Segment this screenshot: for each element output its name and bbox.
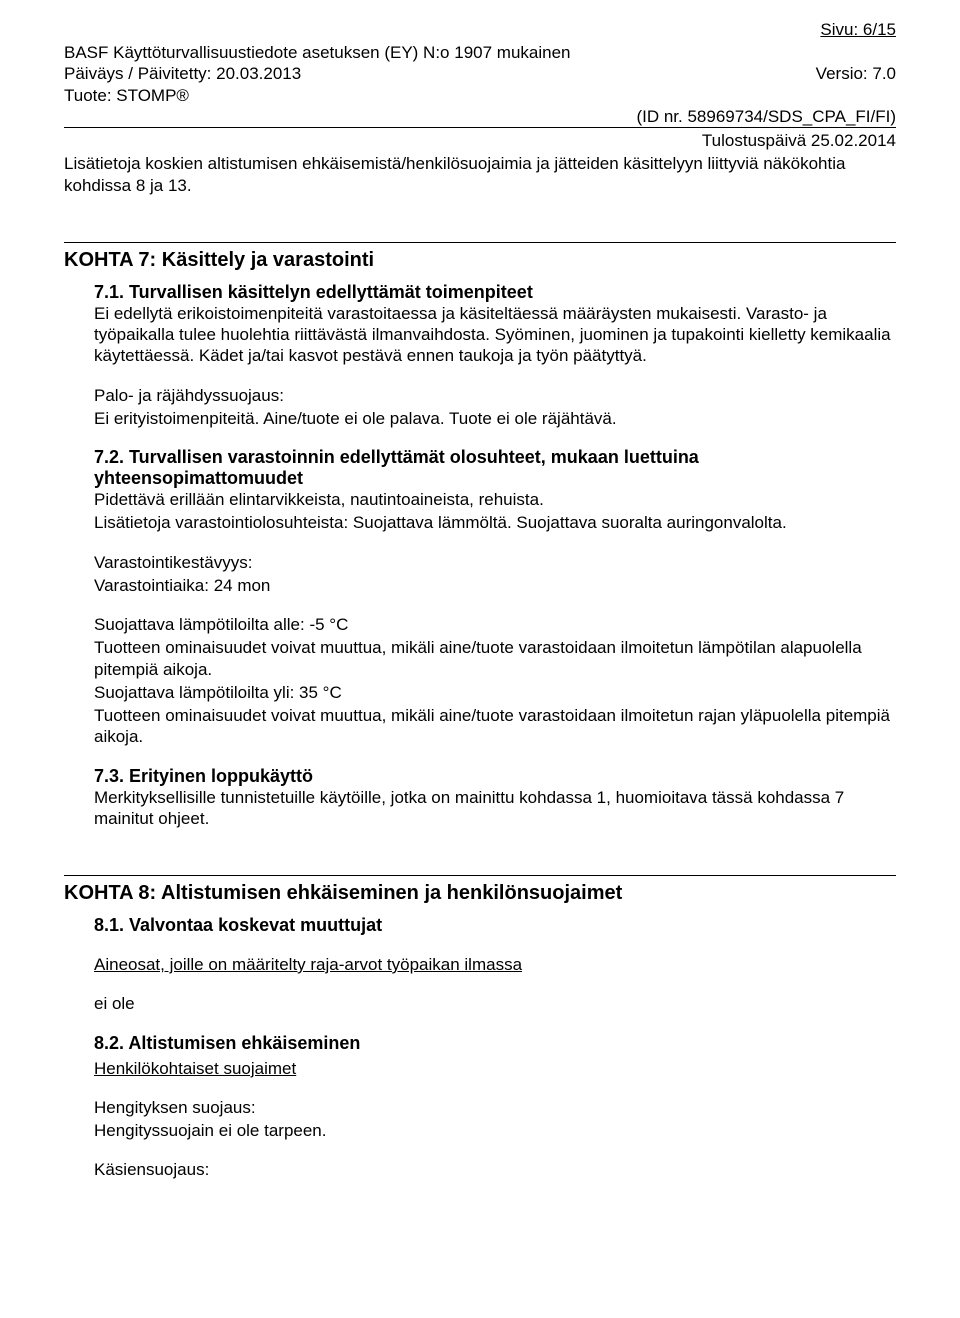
section-8-title: KOHTA 8: Altistumisen ehkäiseminen ja he… — [64, 882, 896, 905]
document-header: BASF Käyttöturvallisuustiedote asetuksen… — [64, 42, 896, 128]
storage-time: Varastointiaika: 24 mon — [94, 575, 896, 596]
section-8-1-title: 8.1. Valvontaa koskevat muuttujat — [94, 915, 896, 936]
fire-protection-label: Palo- ja räjähdyssuojaus: — [94, 385, 896, 406]
section-7-2-p2: Lisätietoja varastointiolosuhteista: Suo… — [94, 512, 896, 533]
storage-stability-label: Varastointikestävyys: — [94, 552, 896, 573]
temp-low-text: Tuotteen ominaisuudet voivat muuttua, mi… — [94, 637, 896, 680]
personal-protection-subheading: Henkilökohtaiset suojaimet — [94, 1058, 896, 1079]
header-product: Tuote: STOMP® — [64, 85, 896, 106]
temp-high-text: Tuotteen ominaisuudet voivat muuttua, mi… — [94, 705, 896, 748]
respiratory-label: Hengityksen suojaus: — [94, 1097, 896, 1118]
page-number: Sivu: 6/15 — [64, 20, 896, 40]
section-8-2-title: 8.2. Altistumisen ehkäiseminen — [94, 1033, 896, 1054]
header-version: Versio: 7.0 — [816, 63, 896, 84]
section-7-3-title: 7.3. Erityinen loppukäyttö — [94, 766, 896, 787]
section-8-1-subheading: Aineosat, joille on määritelty raja-arvo… — [94, 954, 896, 975]
section-7-3-text: Merkityksellisille tunnistetuille käytöi… — [94, 787, 896, 830]
respiratory-text: Hengityssuojain ei ole tarpeen. — [94, 1120, 896, 1141]
print-date: Tulostuspäivä 25.02.2014 — [64, 130, 896, 151]
section-8-1-none: ei ole — [94, 993, 896, 1014]
header-id: (ID nr. 58969734/SDS_CPA_FI/FI) — [64, 106, 896, 127]
header-regulation: BASF Käyttöturvallisuustiedote asetuksen… — [64, 42, 896, 63]
section-7-2-title-line1: 7.2. Turvallisen varastoinnin edellyttäm… — [94, 447, 896, 468]
section-7-1-text: Ei edellytä erikoistoimenpiteitä varasto… — [94, 303, 896, 367]
section-divider — [64, 875, 896, 876]
section-7-2-p1: Pidettävä erillään elintarvikkeista, nau… — [94, 489, 896, 510]
header-date: Päiväys / Päivitetty: 20.03.2013 — [64, 63, 301, 84]
section-7-1-title: 7.1. Turvallisen käsittelyn edellyttämät… — [94, 282, 896, 303]
fire-protection-text: Ei erityistoimenpiteitä. Aine/tuote ei o… — [94, 408, 896, 429]
temp-high-label: Suojattava lämpötiloilta yli: 35 °C — [94, 682, 896, 703]
hand-protection-label: Käsiensuojaus: — [94, 1159, 896, 1180]
intro-paragraph: Lisätietoja koskien altistumisen ehkäise… — [64, 153, 896, 196]
section-divider — [64, 242, 896, 243]
section-7-2-title-line2: yhteensopimattomuudet — [94, 468, 896, 489]
temp-low-label: Suojattava lämpötiloilta alle: -5 °C — [94, 614, 896, 635]
section-7-title: KOHTA 7: Käsittely ja varastointi — [64, 249, 896, 272]
